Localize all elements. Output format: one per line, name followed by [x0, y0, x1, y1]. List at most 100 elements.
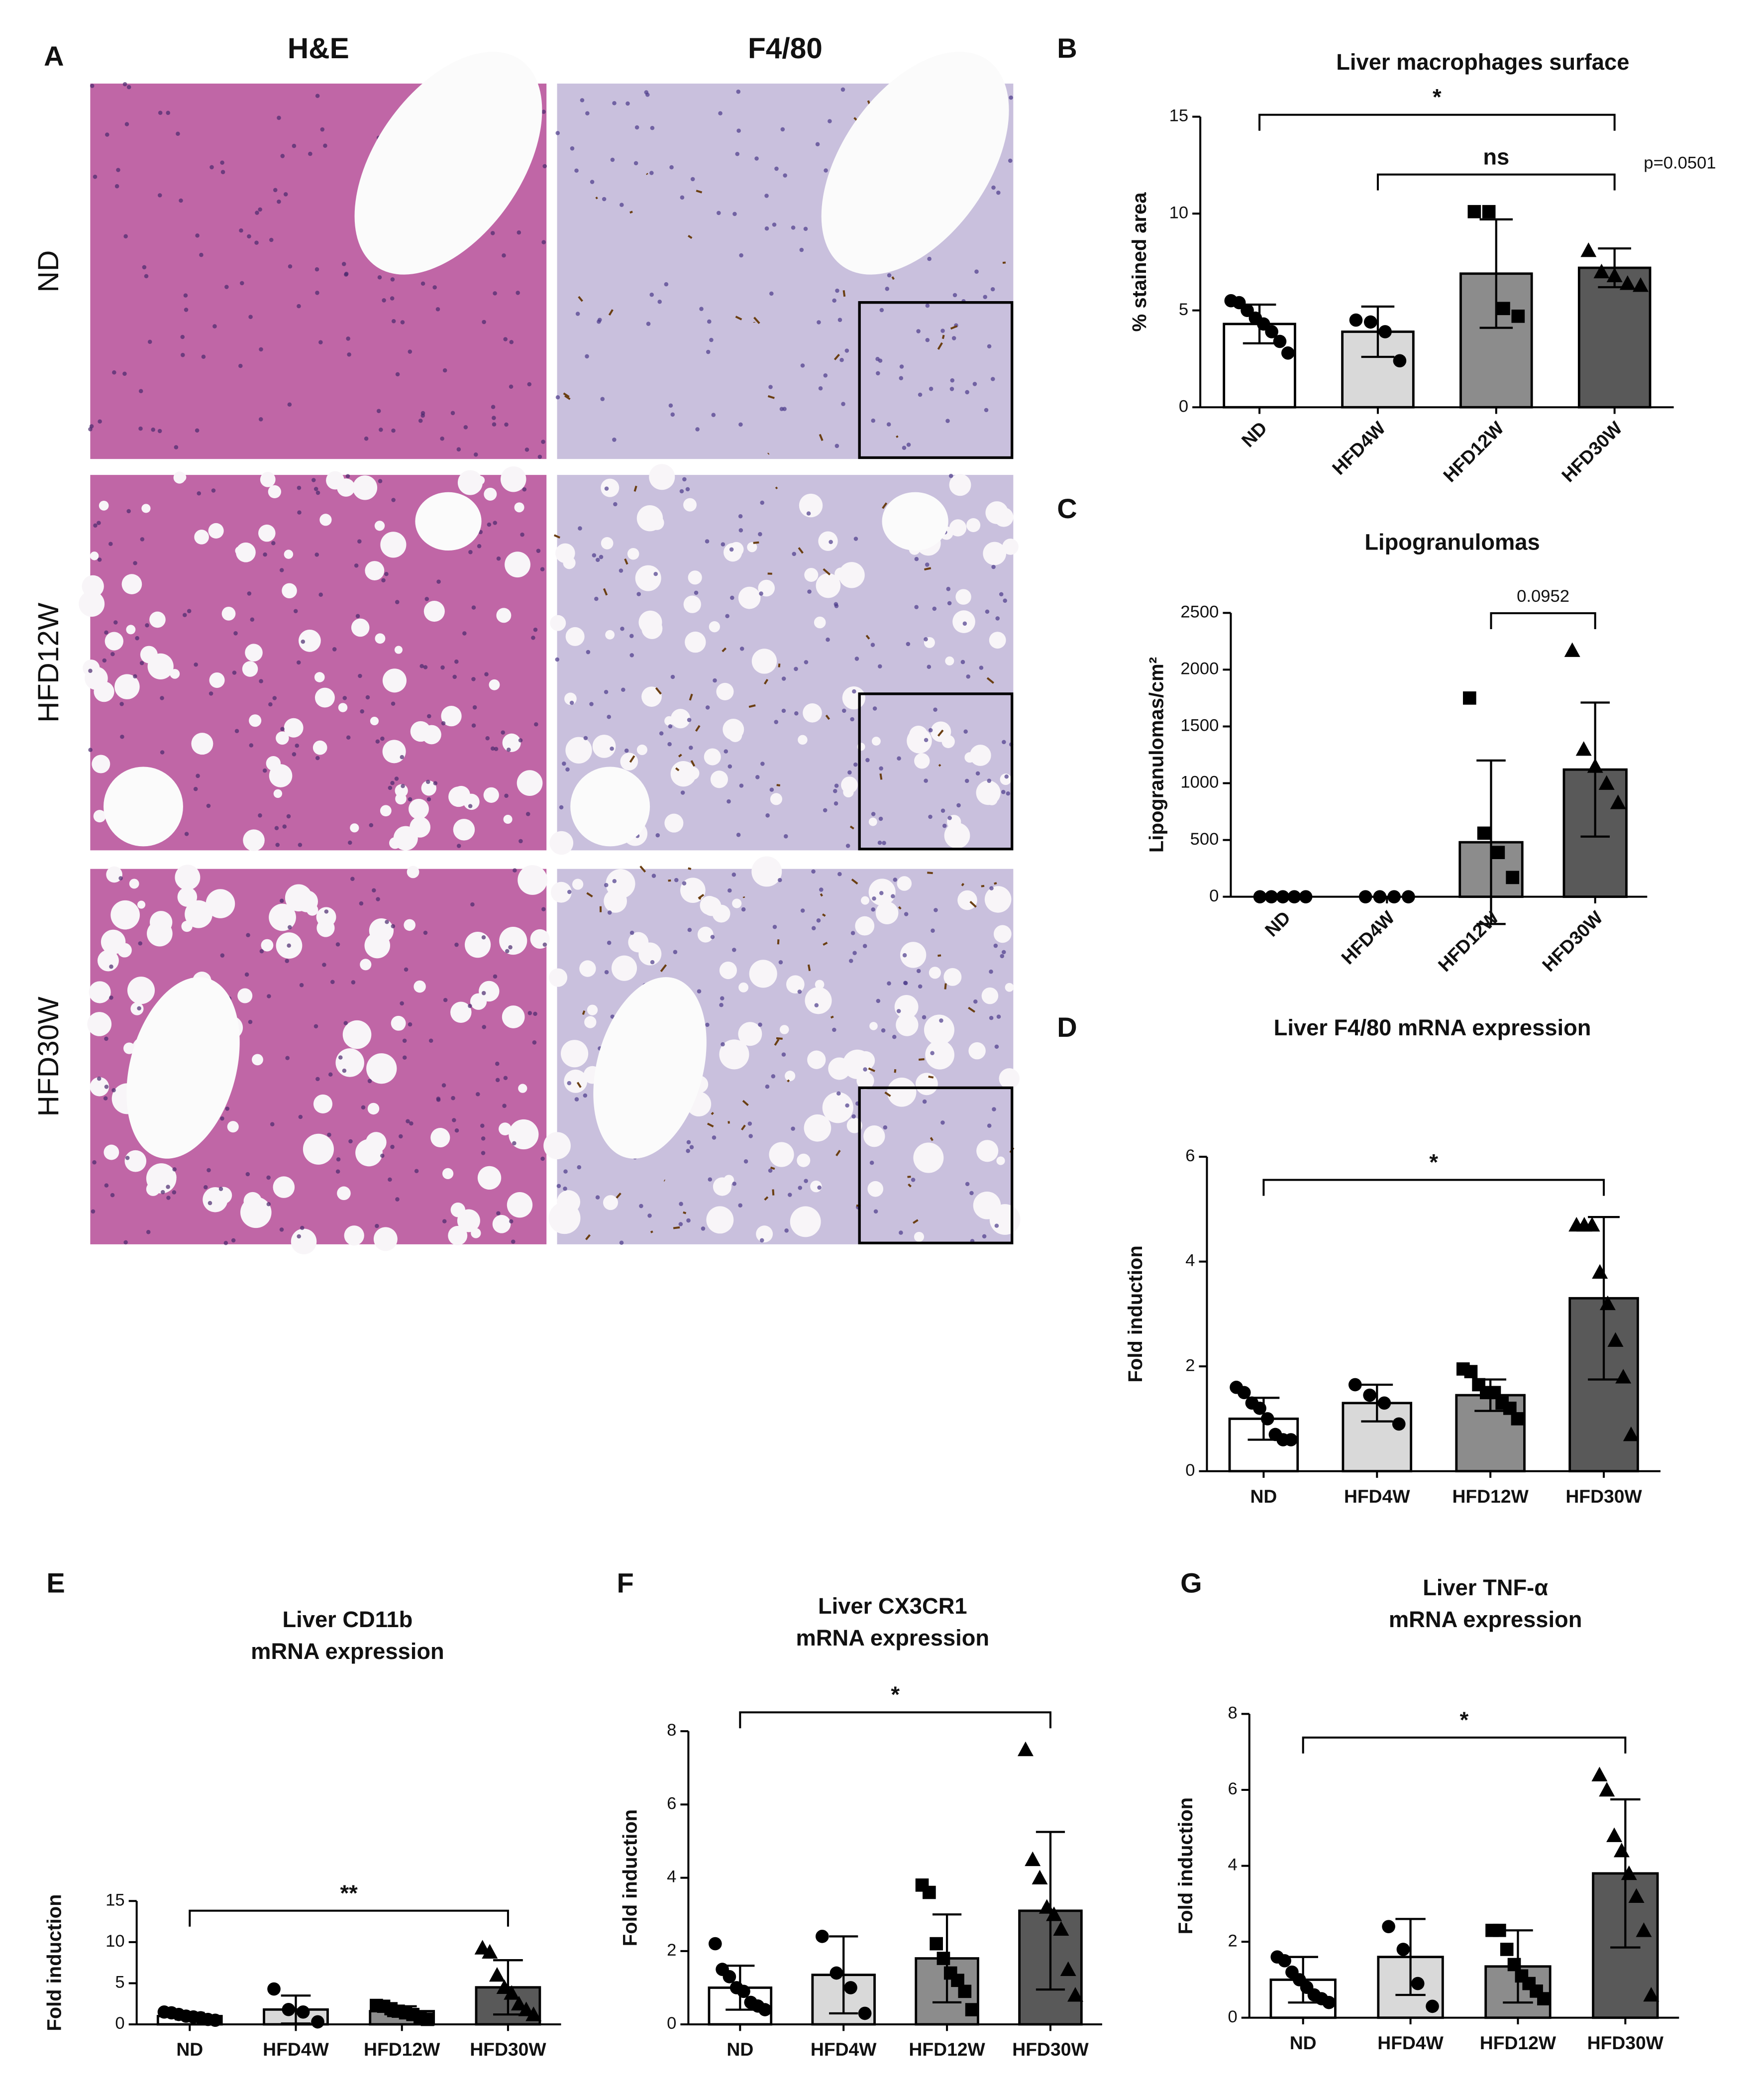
- nucleus: [863, 1067, 867, 1072]
- fat-droplet: [93, 810, 106, 823]
- y-axis-label: % stained area: [1129, 192, 1150, 332]
- nucleus: [879, 766, 883, 771]
- nucleus: [816, 918, 821, 923]
- fat-droplet: [635, 565, 661, 591]
- panel-letter: F: [617, 1567, 633, 1599]
- nucleus: [432, 285, 437, 290]
- nucleus: [563, 1169, 568, 1174]
- stain: [553, 534, 560, 539]
- fat-droplet: [924, 1014, 954, 1045]
- nucleus: [385, 919, 389, 924]
- data-point: [1591, 1766, 1608, 1781]
- fat-droplet: [785, 1071, 796, 1082]
- nucleus: [400, 755, 405, 760]
- stain: [741, 1124, 746, 1131]
- fat-droplet: [729, 542, 744, 557]
- nucleus: [580, 98, 585, 103]
- nucleus: [375, 1223, 379, 1228]
- fat-droplet: [841, 776, 858, 793]
- nucleus: [600, 397, 605, 401]
- nucleus: [906, 642, 911, 647]
- nucleus: [474, 452, 478, 457]
- fat-droplet: [208, 523, 224, 539]
- data-point: [1322, 1995, 1336, 2009]
- data-point: [1636, 1922, 1652, 1937]
- data-point: [936, 1952, 950, 1965]
- stain: [753, 317, 760, 324]
- nucleus: [346, 336, 350, 341]
- stain: [879, 773, 883, 780]
- stain: [563, 392, 570, 398]
- nucleus: [699, 307, 704, 311]
- nucleus: [927, 664, 932, 669]
- bracket: [739, 1711, 1051, 1729]
- fat-droplet: [563, 556, 576, 569]
- nucleus: [563, 1186, 567, 1191]
- nucleus: [406, 1119, 410, 1123]
- fat-droplet: [653, 476, 663, 486]
- nucleus: [313, 1024, 318, 1029]
- nucleus: [270, 1122, 275, 1126]
- nucleus: [419, 663, 424, 668]
- nucleus: [104, 630, 108, 635]
- vessel: [354, 52, 542, 275]
- nucleus: [512, 1141, 517, 1146]
- nucleus: [391, 701, 396, 706]
- nucleus: [922, 1099, 927, 1104]
- data-point: [1025, 1851, 1041, 1867]
- fat-droplet: [704, 748, 721, 766]
- nucleus: [263, 552, 267, 557]
- data-point: [1599, 1295, 1616, 1311]
- fat-droplet: [261, 939, 274, 952]
- significance-label: *: [1460, 1707, 1469, 1733]
- nucleus: [90, 84, 95, 88]
- fat-droplet: [374, 521, 385, 531]
- fat-droplet: [738, 982, 749, 992]
- fat-droplet: [797, 1153, 811, 1167]
- nucleus: [509, 384, 514, 389]
- fat-droplet: [976, 1140, 999, 1162]
- nucleus: [138, 941, 143, 946]
- fat-droplet: [747, 542, 757, 552]
- fat-droplet: [550, 881, 572, 903]
- fat-droplet: [175, 865, 201, 890]
- nucleus: [899, 1230, 903, 1235]
- nucleus: [712, 1135, 717, 1140]
- nucleus: [174, 445, 179, 449]
- bracket: [1302, 1736, 1627, 1754]
- fat-droplet: [638, 942, 662, 966]
- fat-droplet: [1005, 983, 1014, 992]
- fat-droplet: [500, 466, 526, 492]
- stain: [928, 1075, 934, 1079]
- data-point: [267, 1982, 281, 1996]
- nucleus: [390, 780, 395, 785]
- panel-letter: B: [1057, 32, 1077, 64]
- nucleus: [287, 402, 292, 407]
- nucleus: [899, 376, 904, 381]
- stain: [683, 1211, 687, 1214]
- nucleus: [104, 1036, 108, 1041]
- fat-droplet: [803, 703, 822, 723]
- stain: [608, 309, 614, 316]
- nucleus: [947, 816, 952, 820]
- nucleus: [619, 568, 623, 573]
- nucleus: [1002, 740, 1006, 745]
- fat-droplet: [605, 630, 615, 640]
- stain: [937, 954, 941, 957]
- significance-bracket: *: [1262, 1149, 1605, 1196]
- stain: [695, 725, 701, 732]
- nucleus: [451, 1096, 455, 1101]
- nucleus: [224, 285, 229, 289]
- y-tick-label: 8: [1228, 1704, 1238, 1723]
- error-bar: [1361, 1383, 1393, 1423]
- data-point: [1265, 325, 1278, 338]
- nucleus: [295, 743, 300, 748]
- nucleus: [144, 274, 149, 279]
- significance-label: ns: [1483, 144, 1509, 170]
- nucleus: [585, 111, 590, 115]
- stain: [778, 663, 781, 667]
- nucleus: [882, 841, 886, 845]
- nucleus: [854, 657, 859, 661]
- fat-droplet: [518, 1084, 527, 1093]
- data-point: [1619, 275, 1636, 290]
